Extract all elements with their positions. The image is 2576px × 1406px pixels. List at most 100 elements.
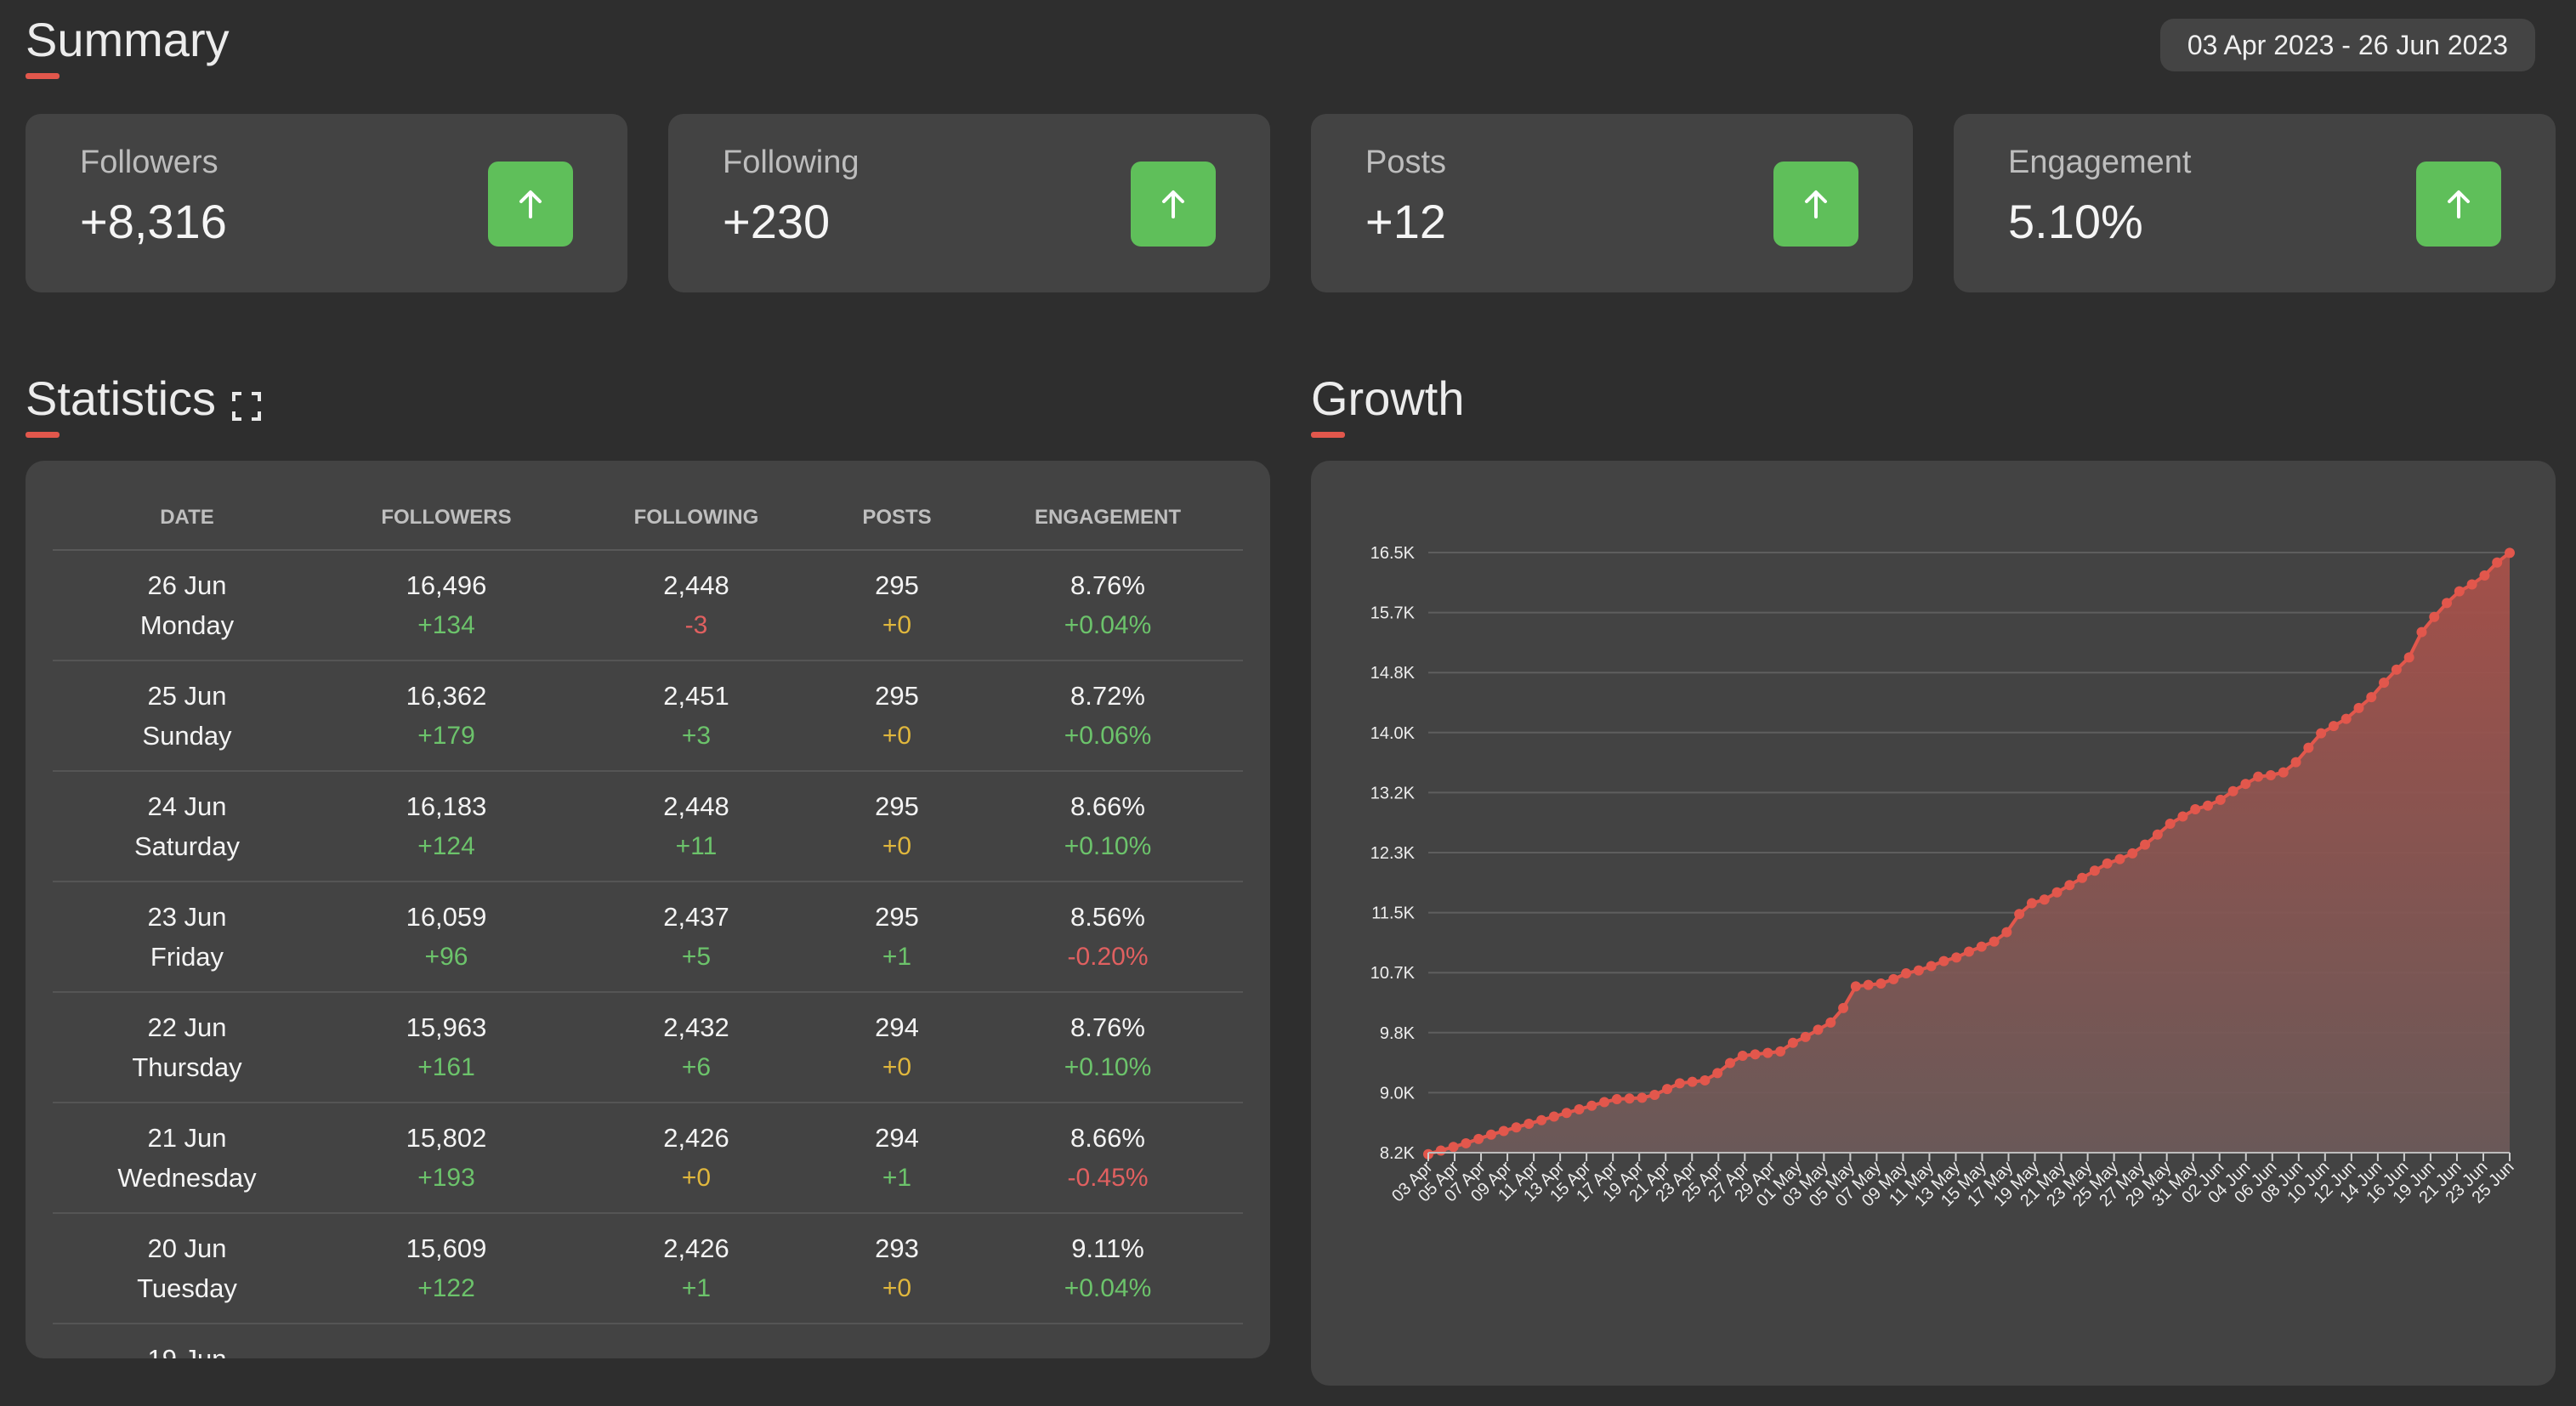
column-header-following[interactable]: FOLLOWING: [571, 486, 821, 551]
data-point: [1838, 1002, 1849, 1013]
expand-icon[interactable]: [231, 391, 262, 422]
data-point: [1674, 1078, 1685, 1089]
table-row: 21 Jun Wednesday 15,802 +193 2,426 +0 294 +1 8.6…: [53, 1103, 1243, 1214]
posts-delta: +0: [882, 1274, 912, 1302]
y-tick-label: 16.5K: [1370, 544, 1416, 563]
day-label: Monday: [139, 610, 235, 640]
data-point: [2253, 771, 2264, 782]
date-range-label: 03 Apr 2023 - 26 Jun 2023: [2187, 29, 2508, 60]
table-cell-date: 22 Jun Thursday: [53, 992, 321, 1103]
table-row: 22 Jun Thursday 15,963 +161 2,432 +6 294 +0 8.76…: [53, 992, 1243, 1103]
table-cell-followers: 16,496 +134: [321, 550, 571, 661]
engagement-card: Engagement 5.10%: [1954, 114, 2556, 292]
data-point: [1787, 1037, 1798, 1048]
data-point: [1737, 1051, 1748, 1062]
day-label: Sunday: [142, 721, 232, 751]
y-tick-label: 14.0K: [1370, 724, 1416, 743]
data-point: [1775, 1046, 1786, 1057]
data-point: [2215, 794, 2226, 805]
data-point: [1813, 1024, 1824, 1035]
engagement-delta: -0.45%: [1067, 1164, 1149, 1192]
summary-title: Summary: [26, 12, 230, 79]
title-underline: [1311, 432, 1345, 438]
posts-card: Posts +12: [1311, 114, 1913, 292]
following-value: 2,451: [663, 681, 729, 711]
data-point: [1624, 1093, 1635, 1104]
column-header-posts[interactable]: POSTS: [821, 486, 973, 551]
data-point: [2203, 800, 2214, 811]
following-delta: +5: [681, 943, 712, 971]
date-value: 26 Jun: [147, 570, 227, 600]
data-point: [1649, 1089, 1660, 1100]
data-point: [2366, 692, 2377, 703]
table-cell-followers: 15,963 +161: [321, 992, 571, 1103]
statistics-title-text: Statistics: [26, 371, 217, 425]
followers-delta: +122: [417, 1274, 475, 1302]
table-cell-date: 23 Jun Friday: [53, 882, 321, 993]
data-point: [2014, 909, 2025, 920]
card-label: Engagement: [2008, 145, 2192, 180]
data-point: [2316, 728, 2327, 739]
day-label: Tuesday: [137, 1273, 237, 1303]
table-cell-followers: 15,609 +122: [321, 1213, 571, 1324]
trend-up-button[interactable]: [1773, 162, 1858, 247]
data-point: [2177, 811, 2188, 822]
day-label: Saturday: [133, 831, 241, 861]
column-header-followers[interactable]: FOLLOWERS: [321, 486, 571, 551]
trend-up-button[interactable]: [488, 162, 573, 247]
data-point: [1611, 1094, 1622, 1105]
followers-delta: +134: [417, 611, 475, 639]
trend-up-button[interactable]: [2416, 162, 2501, 247]
table-cell-followers: 15,802 +193: [321, 1103, 571, 1214]
data-point: [2240, 779, 2251, 790]
followers-value: 16,059: [406, 902, 487, 932]
data-point: [2152, 829, 2163, 840]
column-header-engagement[interactable]: ENGAGEMENT: [973, 486, 1243, 551]
data-point: [2227, 785, 2238, 797]
table-row: 24 Jun Saturday 16,183 +124 2,448 +11 295 +0 8.6…: [53, 771, 1243, 882]
followers-value: 15,963: [406, 1012, 487, 1042]
posts-delta: +1: [882, 943, 912, 971]
data-point: [1561, 1108, 1572, 1119]
table-cell-engagement: 8.72% +0.06%: [973, 660, 1243, 772]
date-value: 23 Jun: [147, 902, 227, 932]
data-point: [2416, 626, 2427, 638]
data-point: [1750, 1049, 1761, 1060]
followers-value: 16,362: [406, 681, 487, 711]
date-range-picker[interactable]: 03 Apr 2023 - 26 Jun 2023: [2159, 19, 2535, 71]
data-point: [2278, 767, 2289, 778]
data-point: [2466, 579, 2477, 590]
data-point: [2479, 570, 2490, 581]
card-label: Followers: [80, 145, 218, 180]
growth-chart: 8.2K 9.0K 9.8K 10.7K 11.5K 12.3K 13.2K 14.0K 14.…: [1370, 544, 2518, 1210]
y-tick-label: 14.8K: [1370, 664, 1416, 683]
data-point: [1762, 1047, 1773, 1058]
table-cell-following: 2,426 +1: [571, 1213, 821, 1324]
statistics-table: DATE FOLLOWERS FOLLOWING POSTS ENGAGEMEN…: [53, 486, 1243, 1358]
followers-value: 15,802: [406, 1123, 487, 1153]
data-point: [1913, 965, 1924, 976]
data-point: [2442, 598, 2453, 609]
table-cell-engagement: 9.11% +0.04%: [973, 1213, 1243, 1324]
engagement-value: 9.11%: [1071, 1233, 1144, 1263]
posts-delta: +0: [882, 832, 912, 860]
posts-value: 295: [875, 902, 919, 932]
engagement-value: 8.66%: [1070, 1123, 1145, 1153]
data-point: [1951, 952, 1962, 963]
engagement-value: 8.56%: [1070, 902, 1145, 932]
posts-value: 294: [875, 1123, 919, 1153]
title-underline: [26, 432, 60, 438]
following-delta: -3: [684, 611, 708, 639]
followers-delta: +96: [424, 943, 468, 971]
column-header-date[interactable]: DATE: [53, 486, 321, 551]
trend-up-button[interactable]: [1131, 162, 1216, 247]
table-cell-engagement: 9.07%: [973, 1324, 1243, 1358]
engagement-delta: +0.10%: [1064, 832, 1152, 860]
card-label: Following: [723, 145, 860, 180]
y-tick-label: 9.0K: [1380, 1084, 1416, 1103]
data-point: [2001, 927, 2012, 938]
following-card: Following +230: [668, 114, 1270, 292]
data-point: [2102, 858, 2113, 869]
data-point: [1511, 1122, 1522, 1133]
table-cell-engagement: 8.76% +0.04%: [973, 550, 1243, 661]
